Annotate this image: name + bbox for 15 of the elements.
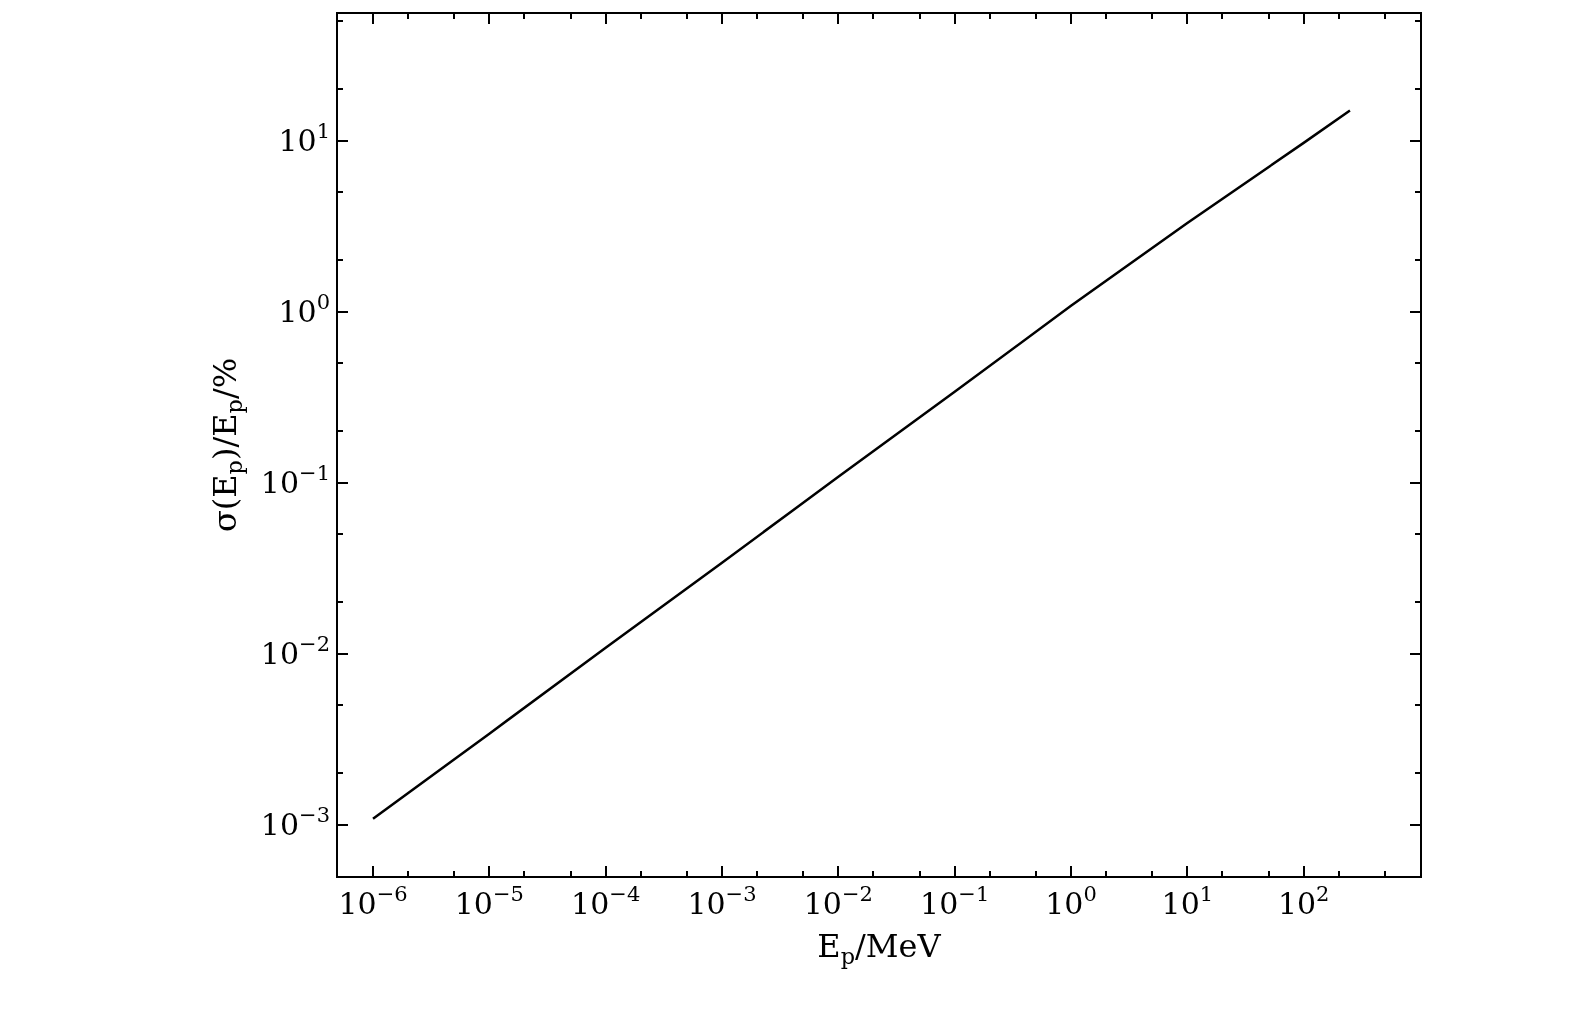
x-tick-label: 10$^{0}$ [1045, 882, 1097, 921]
x-tick-label: 10$^{−5}$ [454, 882, 524, 921]
x-tick-label: 10$^{−2}$ [803, 882, 873, 921]
x-tick-label: 10$^{−1}$ [920, 882, 990, 921]
y-tick-label: 10$^{−1}$ [260, 461, 330, 501]
x-axis-title: E$_{p}$/MeV [817, 927, 942, 970]
y-tick-label: 10$^{0}$ [278, 290, 330, 330]
x-tick-label: 10$^{2}$ [1277, 882, 1330, 921]
y-tick-label: 10$^{−2}$ [260, 632, 330, 672]
x-tick-label: 10$^{1}$ [1161, 882, 1214, 921]
y-tick-label: 10$^{−3}$ [260, 803, 330, 843]
x-tick-label: 10$^{−6}$ [338, 882, 408, 921]
y-tick-label: 10$^{1}$ [278, 119, 330, 159]
x-tick-label: 10$^{−4}$ [571, 882, 641, 921]
x-tick-label: 10$^{−3}$ [687, 882, 757, 921]
